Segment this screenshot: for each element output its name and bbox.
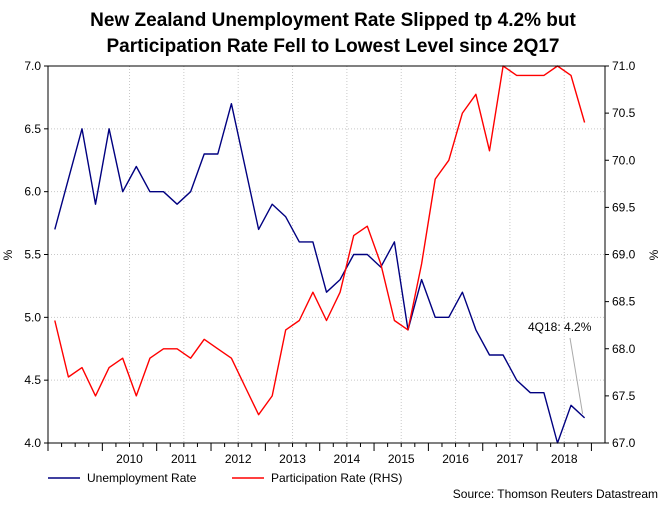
right-tick-label: 69.5 <box>612 200 636 214</box>
chart-title-line2: Participation Rate Fell to Lowest Level … <box>106 36 560 57</box>
annotation-group: 4Q18: 4.2% <box>528 320 592 414</box>
right-tick-label: 71.0 <box>612 59 636 73</box>
chart-title-line1: New Zealand Unemployment Rate Slipped tp… <box>90 10 576 31</box>
legend-label-unemployment: Unemployment Rate <box>87 471 197 485</box>
x-tick-label: 2015 <box>388 452 415 466</box>
right-tick-label: 70.5 <box>612 106 636 120</box>
legend: Unemployment Rate Participation Rate (RH… <box>48 471 402 485</box>
source-note: Source: Thomson Reuters Datastream <box>452 487 658 501</box>
left-tick-label: 7.0 <box>24 59 41 73</box>
x-tick-label: 2010 <box>116 452 143 466</box>
annotation-pointer <box>569 337 584 414</box>
x-tick-label: 2012 <box>225 452 252 466</box>
right-axis-ticks: 67.0 67.5 68.0 68.5 69.0 69.5 70.0 70.5 71.0 <box>605 59 636 450</box>
grid-lines <box>48 66 605 443</box>
x-tick-label: 2013 <box>279 452 306 466</box>
left-tick-label: 5.5 <box>24 248 41 262</box>
left-tick-label: 6.0 <box>24 185 41 199</box>
series-lines <box>54 65 586 444</box>
left-axis-label: % <box>1 249 15 260</box>
right-tick-label: 68.5 <box>612 295 636 309</box>
right-tick-label: 70.0 <box>612 153 636 167</box>
right-tick-label: 69.0 <box>612 248 636 262</box>
right-tick-label: 68.0 <box>612 342 636 356</box>
chart-title: New Zealand Unemployment Rate Slipped tp… <box>0 8 666 60</box>
series-line <box>54 65 586 416</box>
legend-label-participation: Participation Rate (RHS) <box>271 471 402 485</box>
x-tick-label: 2017 <box>497 452 524 466</box>
left-tick-label: 4.0 <box>24 436 41 450</box>
right-tick-label: 67.0 <box>612 436 636 450</box>
left-tick-label: 4.5 <box>24 373 41 387</box>
x-tick-label: 2011 <box>171 452 197 466</box>
x-tick-label: 2018 <box>551 452 578 466</box>
x-axis-ticks: 2010 2011 2012 2013 2014 2015 2016 2017 2018 <box>47 443 592 466</box>
x-tick-label: 2014 <box>334 452 361 466</box>
left-tick-label: 6.5 <box>24 122 41 136</box>
series-line <box>54 102 586 444</box>
right-axis-label: % <box>647 249 661 260</box>
left-tick-label: 5.0 <box>24 310 41 324</box>
annotation-label: 4Q18: 4.2% <box>528 320 592 334</box>
right-tick-label: 67.5 <box>612 389 636 403</box>
plot-frame <box>47 65 606 444</box>
left-axis-ticks: 4.0 4.5 5.0 5.5 6.0 6.5 7.0 <box>24 59 48 450</box>
x-tick-label: 2016 <box>442 452 469 466</box>
